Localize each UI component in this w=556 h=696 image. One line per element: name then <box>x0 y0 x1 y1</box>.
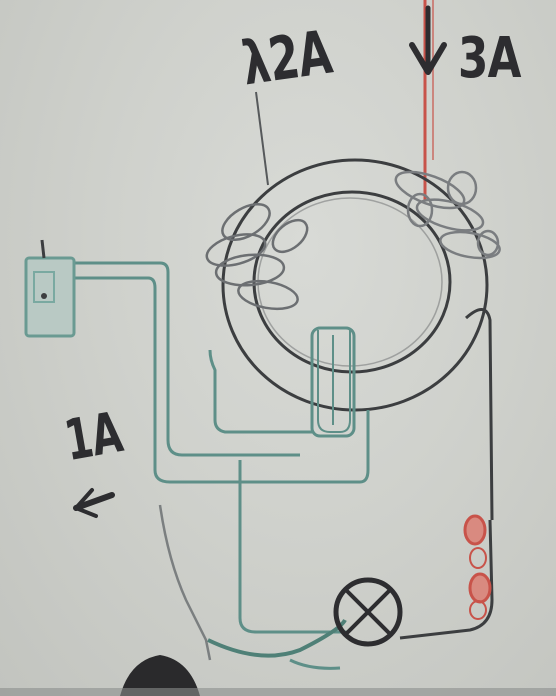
arrow-left-icon <box>73 488 115 518</box>
top-label-leader <box>255 91 269 186</box>
lamp-icon <box>333 577 403 647</box>
primary-winding <box>205 202 309 311</box>
red-input-line <box>423 0 434 200</box>
switch-icon <box>24 239 76 338</box>
teal-wiring <box>72 261 370 670</box>
gray-wire <box>158 504 212 661</box>
marker-blob <box>120 655 200 696</box>
input-current-label: 3A <box>458 26 521 91</box>
top-winding-label: λ2A <box>238 17 336 100</box>
red-lead <box>399 308 494 640</box>
bottom-strip <box>0 688 556 696</box>
arrow-down-icon <box>409 5 447 75</box>
fuse-icon <box>463 514 492 620</box>
secondary-winding <box>394 170 501 260</box>
output-current-label: 1A <box>60 400 127 475</box>
core-slider <box>310 326 356 438</box>
